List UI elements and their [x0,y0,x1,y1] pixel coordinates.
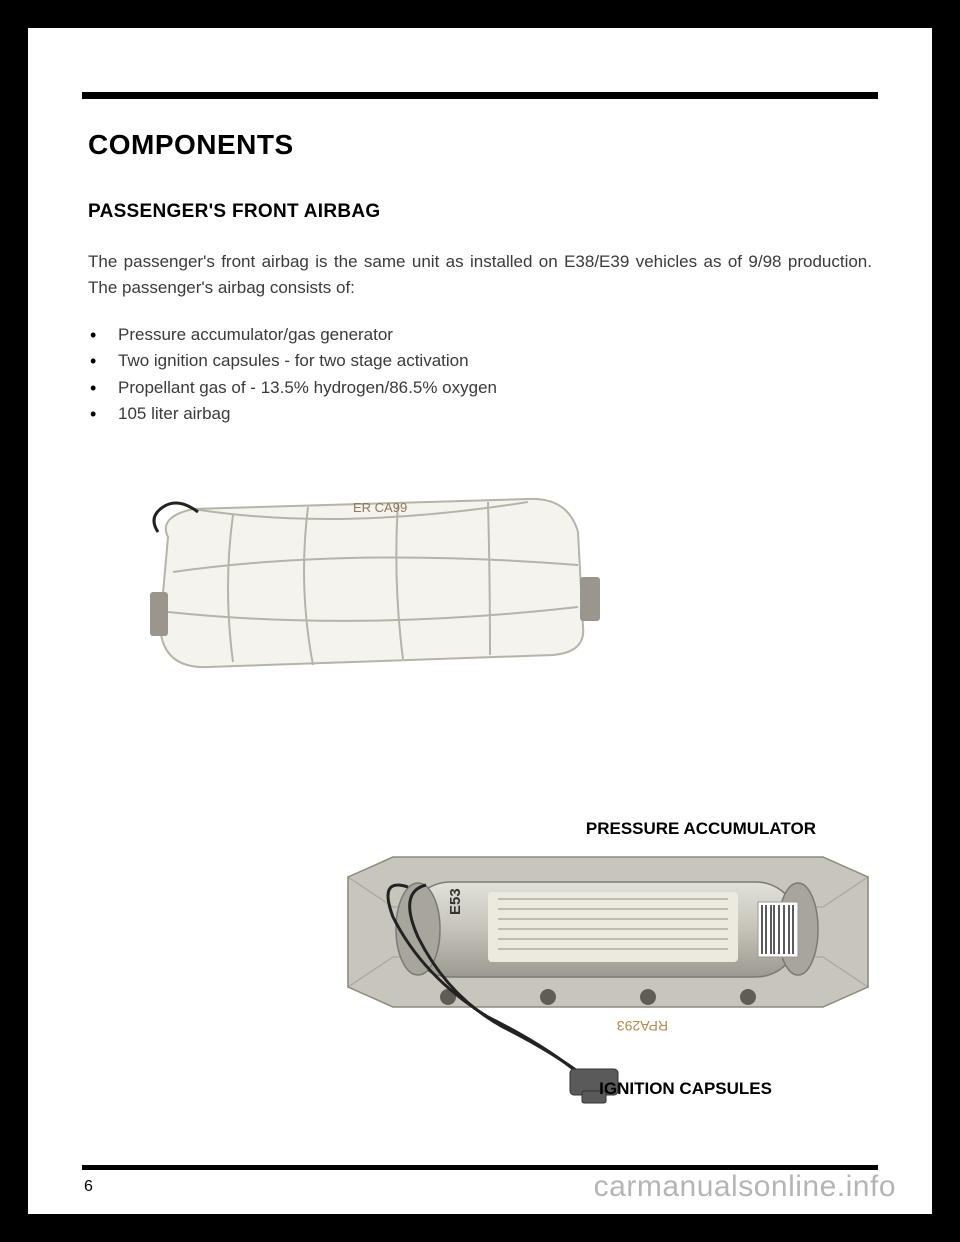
list-item: Propellant gas of - 13.5% hydrogen/86.5%… [88,375,872,401]
list-item: 105 liter airbag [88,401,872,427]
barcode-icon [758,902,798,957]
airbag-marking: ER CA99 [353,500,407,515]
content-area: COMPONENTS PASSENGER'S FRONT AIRBAG The … [28,99,932,1147]
watermark: carmanualsonline.info [594,1170,896,1204]
svg-text:RPA293: RPA293 [617,1018,668,1034]
cylinder-label [488,892,738,962]
label-ignition-capsules: IGNITION CAPSULES [599,1079,772,1099]
svg-text:E53: E53 [447,889,464,916]
airbag-folded-image: ER CA99 [138,477,608,697]
heading-passenger-airbag: PASSENGER'S FRONT AIRBAG [88,201,872,223]
label-pressure-accumulator: PRESSURE ACCUMULATOR [586,819,816,839]
page: COMPONENTS PASSENGER'S FRONT AIRBAG The … [28,28,932,1214]
list-item: Pressure accumulator/gas generator [88,322,872,348]
inflator-image: E53 [338,847,878,1107]
page-number: 6 [84,1178,93,1196]
top-rule [82,92,878,99]
intro-paragraph: The passenger's front airbag is the same… [88,249,872,300]
bracket-right [580,577,600,621]
list-item: Two ignition capsules - for two stage ac… [88,348,872,374]
bullet-list: Pressure accumulator/gas generator Two i… [88,322,872,427]
figure-area: ER CA99 PRESSURE ACCUMULATOR [88,467,872,1147]
bracket-left [150,592,168,636]
heading-components: COMPONENTS [88,129,872,161]
